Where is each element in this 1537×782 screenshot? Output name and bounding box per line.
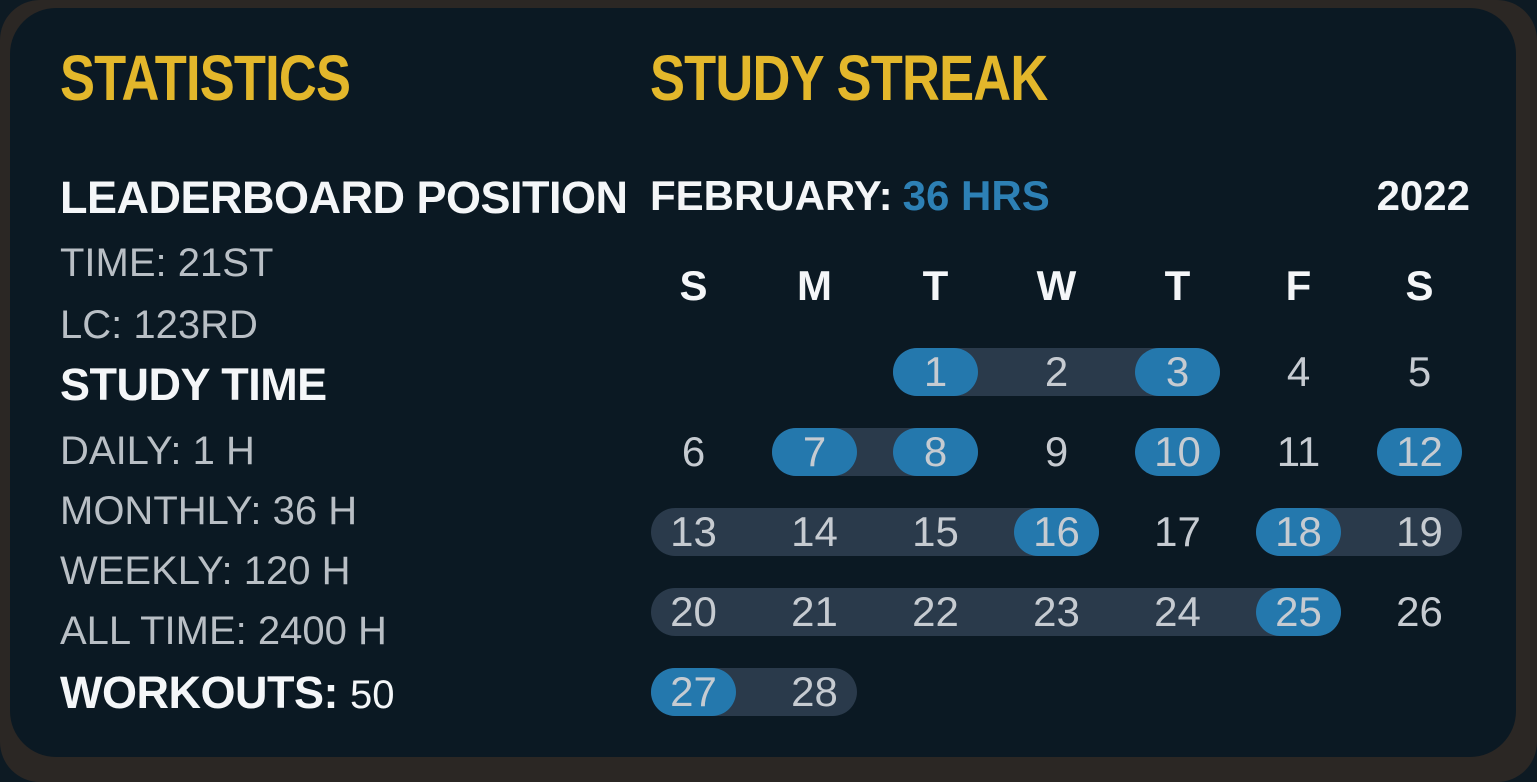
calendar-cell-14: 14 (754, 508, 875, 556)
weekday-wednesday: W (1036, 262, 1077, 309)
study-time-heading: STUDY TIME (60, 359, 327, 410)
weekday-tuesday: T (922, 262, 949, 309)
calendar-cell-11: 11 (1238, 428, 1359, 476)
calendar-cell-1: 1 (875, 348, 996, 396)
weekday-thursday: T (1164, 262, 1191, 309)
calendar-cell-26: 26 (1359, 588, 1480, 636)
calendar-cell-20: 20 (633, 588, 754, 636)
calendar-cell-13: 13 (633, 508, 754, 556)
calendar-cell-25: 25 (1238, 588, 1359, 636)
leaderboard-heading: LEADERBOARD POSITION (60, 172, 628, 223)
month-summary: FEBRUARY: 36 HRS (650, 175, 1050, 217)
day-number: 17 (1154, 508, 1201, 555)
study-time-alltime: ALL TIME: 2400 H (60, 609, 387, 653)
calendar-cell-10: 10 (1117, 428, 1238, 476)
calendar-cell-empty (633, 348, 754, 396)
calendar-cell-empty (875, 668, 996, 716)
study-time-weekly: WEEKLY: 120 H (60, 549, 351, 593)
day-number: 24 (1154, 588, 1201, 635)
weekday-monday: M (797, 262, 832, 309)
studied-day-pill: 12 (1377, 428, 1462, 476)
day-number: 20 (670, 588, 717, 635)
day-number: 21 (791, 588, 838, 635)
day-number: 9 (1044, 428, 1069, 475)
calendar-cell-9: 9 (996, 428, 1117, 476)
calendar-cell-19: 19 (1359, 508, 1480, 556)
calendar-grid: 1 2 3 4 5 6 7 8 9 10 11 12 13 14 15 16 17 18 19 20 21 22 23 24 2… (633, 348, 1480, 716)
calendar-cell-18: 18 (1238, 508, 1359, 556)
calendar-cell-empty (1238, 668, 1359, 716)
studied-day-pill: 18 (1256, 508, 1341, 556)
day-number: 23 (1033, 588, 1080, 635)
calendar-cell-15: 15 (875, 508, 996, 556)
calendar-cell-17: 17 (1117, 508, 1238, 556)
calendar-cell-24: 24 (1117, 588, 1238, 636)
calendar-cell-empty (996, 668, 1117, 716)
day-number: 22 (912, 588, 959, 635)
weekday-saturday: S (1405, 262, 1434, 309)
statistics-title: STATISTICS (60, 42, 351, 114)
studied-day-pill: 27 (651, 668, 736, 716)
calendar-cell-2: 2 (996, 348, 1117, 396)
calendar-cell-8: 8 (875, 428, 996, 476)
weekday-sunday: S (679, 262, 708, 309)
calendar-cell-empty (754, 348, 875, 396)
day-number: 15 (912, 508, 959, 555)
study-time-daily: DAILY: 1 H (60, 429, 255, 473)
weekday-header-row: S M T W T F S (633, 265, 1480, 307)
year-label: 2022 (1376, 172, 1470, 219)
studied-day-pill: 7 (772, 428, 857, 476)
day-number: 26 (1396, 588, 1443, 635)
calendar-cell-3: 3 (1117, 348, 1238, 396)
leaderboard-time-rank: TIME: 21ST (60, 241, 274, 285)
studied-day-pill: 3 (1135, 348, 1220, 396)
calendar-cell-12: 12 (1359, 428, 1480, 476)
day-number: 13 (670, 508, 717, 555)
calendar-cell-7: 7 (754, 428, 875, 476)
studied-day-pill: 10 (1135, 428, 1220, 476)
month-summary-row: FEBRUARY: 36 HRS 2022 (650, 175, 1470, 217)
day-number: 6 (681, 428, 706, 475)
day-number: 2 (1044, 348, 1069, 395)
month-hours: 36 HRS (902, 172, 1050, 219)
workouts-value: 50 (349, 673, 395, 717)
leaderboard-lc-rank: LC: 123RD (60, 303, 258, 347)
studied-day-pill: 25 (1256, 588, 1341, 636)
day-number: 14 (791, 508, 838, 555)
study-time-monthly: MONTHLY: 36 H (60, 489, 358, 533)
day-number: 11 (1276, 428, 1321, 475)
weekday-friday: F (1285, 262, 1312, 309)
day-number: 5 (1407, 348, 1432, 395)
calendar-cell-5: 5 (1359, 348, 1480, 396)
calendar-cell-28: 28 (754, 668, 875, 716)
calendar-cell-21: 21 (754, 588, 875, 636)
calendar-cell-22: 22 (875, 588, 996, 636)
calendar-cell-16: 16 (996, 508, 1117, 556)
day-number: 28 (791, 668, 838, 715)
workouts-line: WORKOUTS: 50 (60, 670, 394, 715)
streak-title: STUDY STREAK (650, 42, 1048, 114)
workouts-label: WORKOUTS: (60, 667, 338, 718)
calendar-cell-empty (1117, 668, 1238, 716)
calendar-cell-23: 23 (996, 588, 1117, 636)
day-number: 4 (1286, 348, 1311, 395)
calendar-cell-4: 4 (1238, 348, 1359, 396)
calendar-cell-27: 27 (633, 668, 754, 716)
month-label: FEBRUARY: (650, 172, 893, 219)
studied-day-pill: 8 (893, 428, 978, 476)
calendar-cell-6: 6 (633, 428, 754, 476)
day-number: 19 (1396, 508, 1443, 555)
studied-day-pill: 1 (893, 348, 978, 396)
calendar-cell-empty (1359, 668, 1480, 716)
studied-day-pill: 16 (1014, 508, 1099, 556)
